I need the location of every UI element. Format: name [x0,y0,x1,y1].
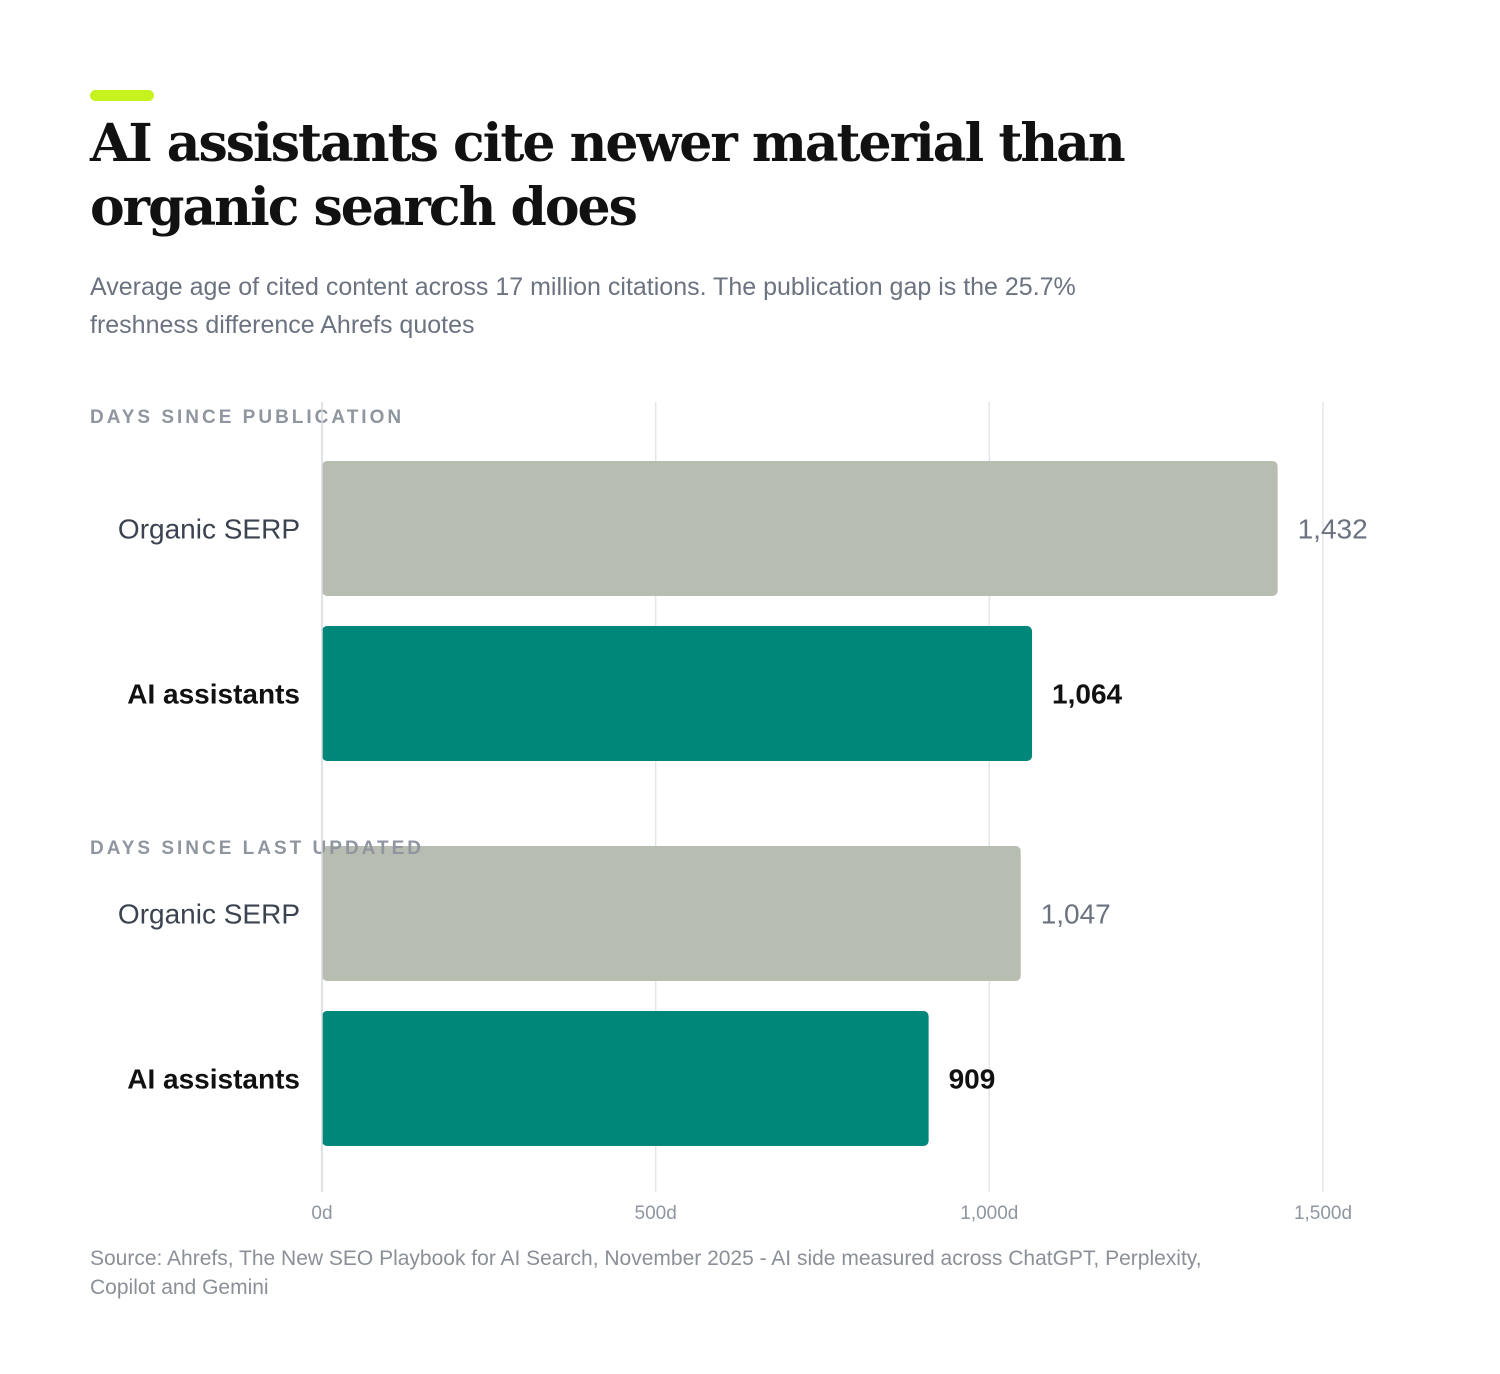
category-label: Organic SERP [118,899,300,930]
accent-bar [90,90,154,101]
tick-label: 1,500d [1294,1203,1352,1224]
value-label: 1,432 [1298,514,1368,545]
chart-subtitle: Average age of cited content across 17 m… [90,273,1076,339]
value-label: 1,064 [1052,679,1122,710]
tick-label: 1,000d [960,1203,1018,1224]
category-label: Organic SERP [118,514,300,545]
source-note: Source: Ahrefs, The New SEO Playbook for… [90,1247,1202,1299]
bar-serp [322,846,1021,981]
bar-chart: Organic SERP 1,432 AI assistants 1,064 Organ… [90,402,1368,1224]
section-label: DAYS SINCE PUBLICATION [90,407,404,428]
section-label: DAYS SINCE LAST UPDATED [90,838,424,859]
tick-label: 0d [311,1203,332,1224]
value-label: 909 [949,1064,996,1095]
tick-label: 500d [635,1203,677,1224]
value-label: 1,047 [1041,899,1111,930]
bar-ai [322,626,1033,761]
bar-serp [322,461,1278,596]
category-label: AI assistants [127,679,300,710]
chart-title: AI assistants cite newer material than o… [90,113,1126,238]
bar-ai [322,1011,929,1146]
category-label: AI assistants [127,1064,300,1095]
